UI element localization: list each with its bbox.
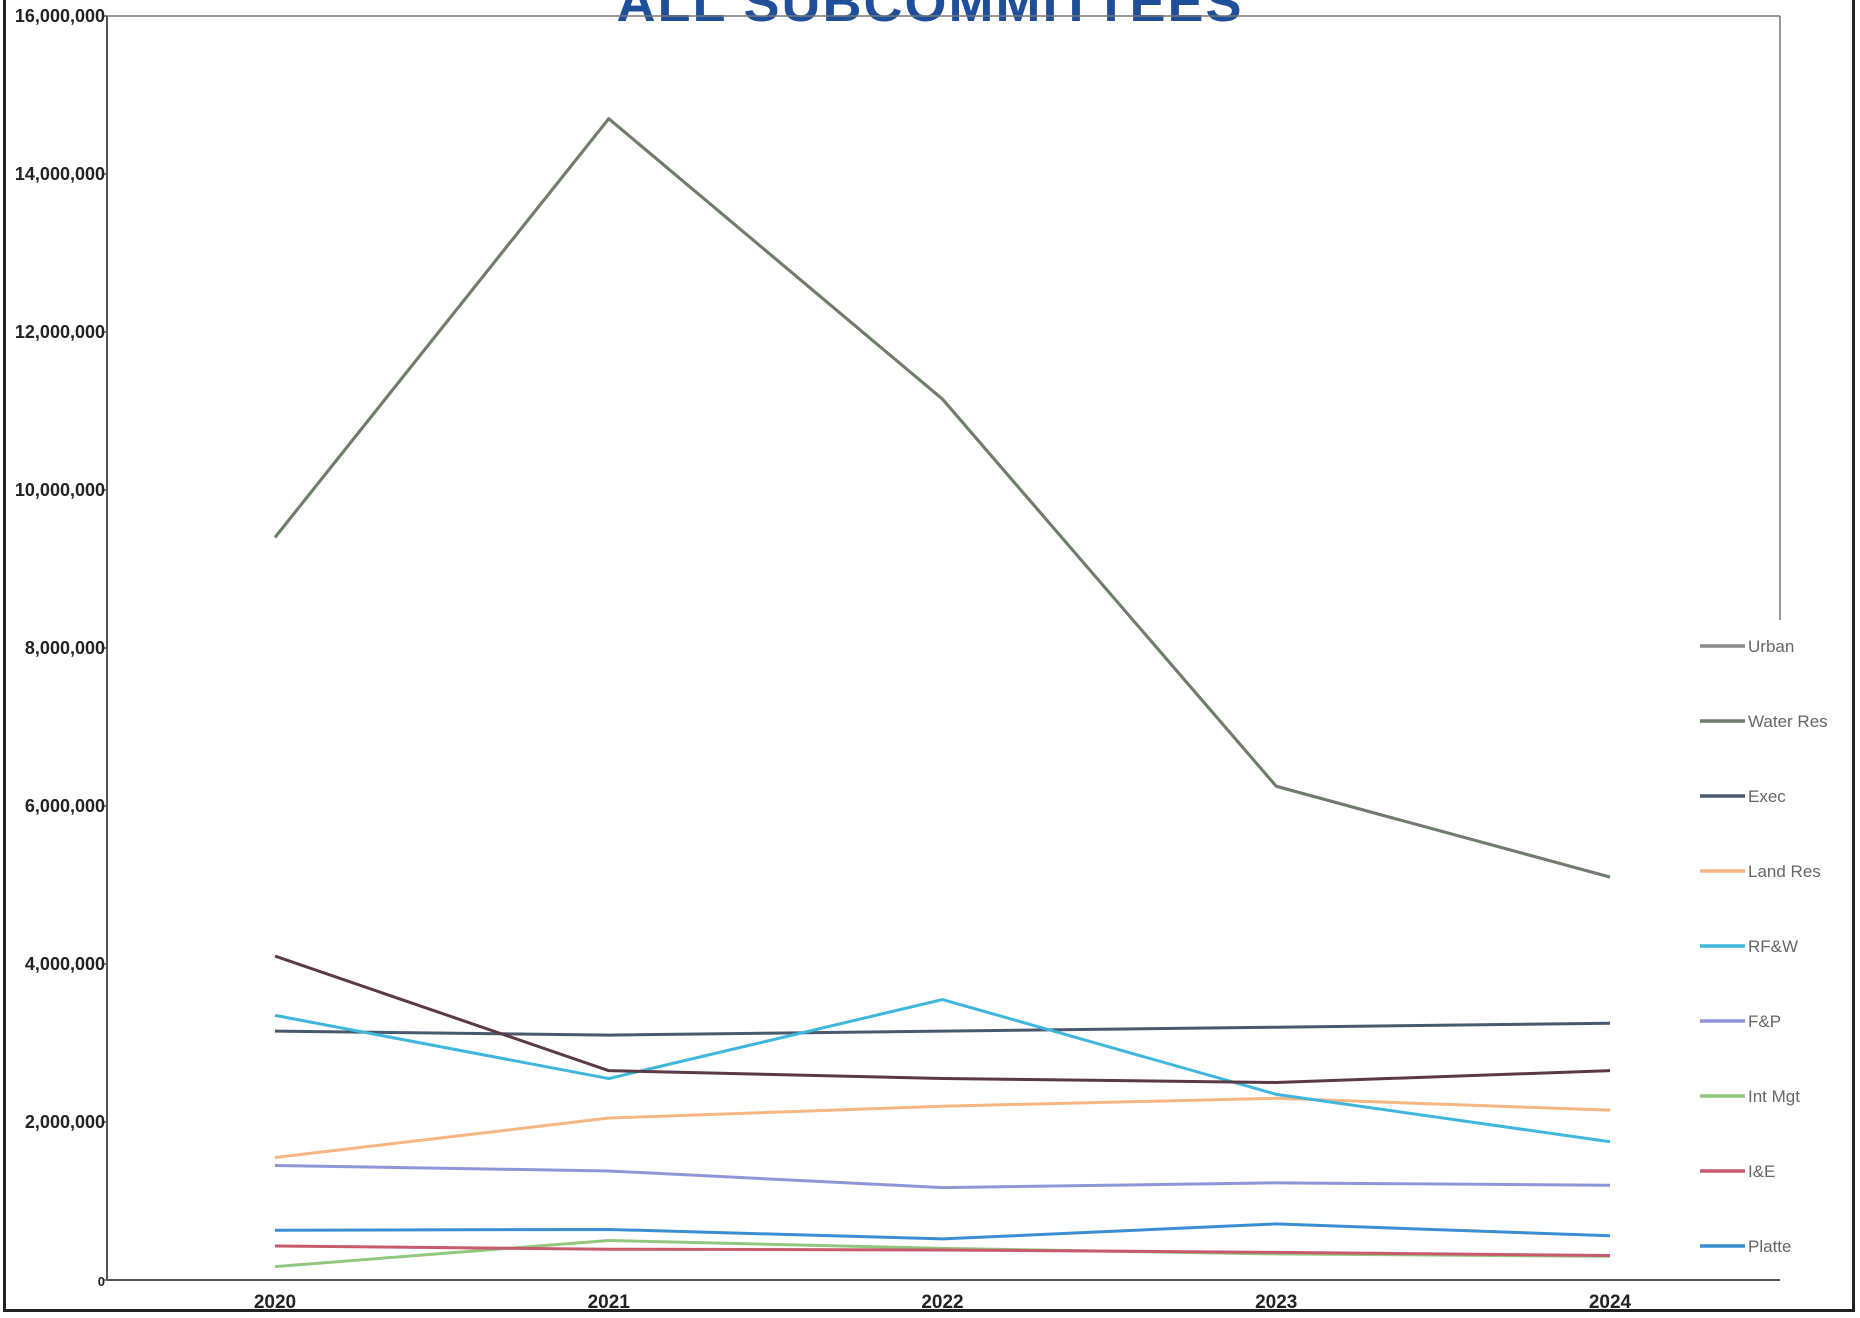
y-tick-label: 12,000,000 xyxy=(15,322,105,342)
legend-label-int-mgt: Int Mgt xyxy=(1748,1087,1800,1106)
x-tick-label: 2024 xyxy=(1589,1292,1632,1313)
series-line-land-res xyxy=(274,1096,1611,1160)
y-tick-label: 2,000,000 xyxy=(25,1112,105,1132)
series-line-unlabeled xyxy=(274,954,1611,1084)
series-line-f-p xyxy=(274,1163,1611,1190)
legend-label-platte: Platte xyxy=(1748,1237,1791,1256)
legend-label-f-p: F&P xyxy=(1748,1012,1781,1031)
legend-label-urban: Urban xyxy=(1748,637,1794,656)
legend-label-exec: Exec xyxy=(1748,787,1786,806)
y-tick-label: 6,000,000 xyxy=(25,796,105,816)
series-line-rf-w xyxy=(274,998,1611,1144)
legend-label-land-res: Land Res xyxy=(1748,862,1821,881)
x-tick-label: 2020 xyxy=(254,1292,296,1313)
y-tick-label: 4,000,000 xyxy=(25,954,105,974)
x-tick-label: 2022 xyxy=(921,1292,963,1313)
x-tick-label: 2021 xyxy=(588,1292,631,1313)
series-line-urban xyxy=(273,117,1611,879)
y-tick-label: 14,000,000 xyxy=(15,164,105,184)
chart-frame xyxy=(3,0,1855,1312)
series-line-i-e xyxy=(274,1244,1611,1258)
series-line-water-res xyxy=(273,117,1611,879)
series-line-platte xyxy=(274,1222,1611,1241)
y-tick-label: 0 xyxy=(98,1274,105,1289)
x-tick-label: 2023 xyxy=(1255,1292,1297,1313)
y-tick-label: 16,000,000 xyxy=(15,6,105,26)
y-tick-label: 8,000,000 xyxy=(25,638,105,658)
legend-label-rf-w: RF&W xyxy=(1748,937,1798,956)
legend-label-i-e: I&E xyxy=(1748,1162,1775,1181)
legend-label-water-res: Water Res xyxy=(1748,712,1828,731)
y-tick-label: 10,000,000 xyxy=(15,480,105,500)
